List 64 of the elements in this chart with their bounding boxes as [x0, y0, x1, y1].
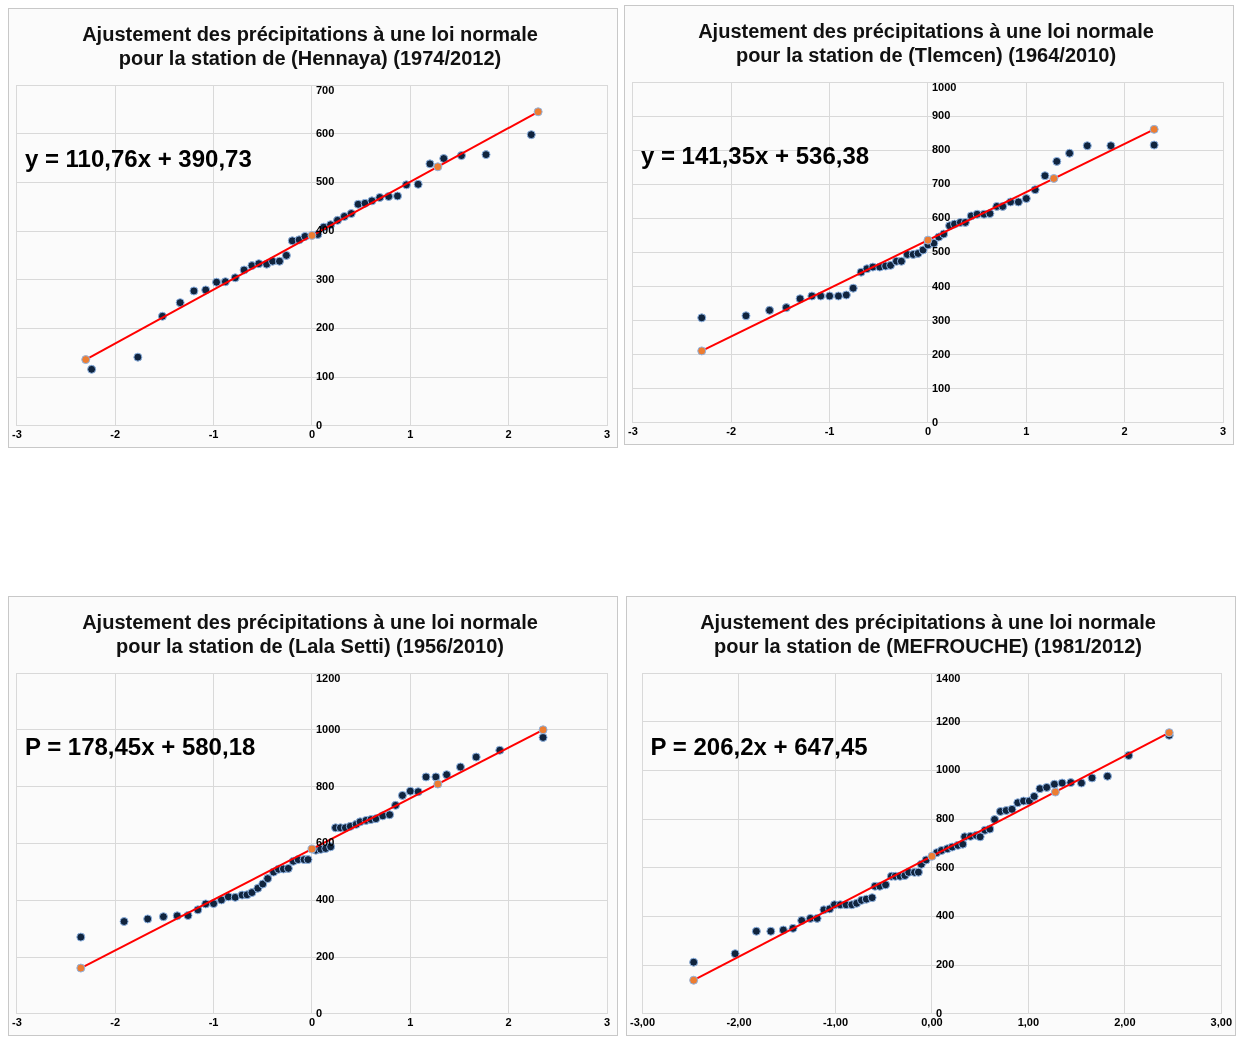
- x-tick-label: -1: [208, 428, 219, 441]
- x-tick-label: -2: [110, 1016, 121, 1029]
- x-tick-label: -1: [208, 1016, 219, 1029]
- y-tick-label: 500: [931, 245, 951, 258]
- y-tick-label: 200: [315, 321, 335, 334]
- y-tick-label: 300: [931, 313, 951, 326]
- x-tick-label: -1,00: [822, 1016, 848, 1029]
- y-tick-label: 0: [931, 415, 939, 428]
- y-tick-label: 200: [315, 950, 335, 963]
- y-tick-label: 1200: [935, 714, 961, 727]
- y-tick-label: 100: [931, 381, 951, 394]
- chart-title: Ajustement des précipitations à une loi normale pour la station de (Lala Setti) (1956/2010): [82, 610, 538, 657]
- annotation: P = 206,2x + 647,45: [650, 732, 868, 760]
- x-tick-label: 1,00: [1017, 1016, 1040, 1029]
- x-tick-label: -1: [824, 425, 835, 438]
- x-tick-label: -3,00: [630, 1016, 656, 1029]
- y-tick-label: 300: [315, 272, 335, 285]
- y-tick-label: 1000: [935, 763, 961, 776]
- x-tick-label: -3: [12, 1016, 22, 1029]
- annotation: P = 178,45x + 580,18: [24, 732, 256, 760]
- y-tick-label: 900: [931, 109, 951, 122]
- y-tick-label: 800: [931, 143, 951, 156]
- y-tick-label: 0: [935, 1006, 943, 1019]
- y-tick-label: 600: [935, 860, 955, 873]
- x-tick-label: 3: [1219, 425, 1227, 438]
- x-tick-label: 2: [505, 1016, 512, 1029]
- y-tick-label: 200: [931, 347, 951, 360]
- x-tick-label: 2: [1121, 425, 1128, 438]
- chart-title: Ajustement des précipitations à une loi normale pour la station de (Tlemcen) (1964/2010): [698, 19, 1154, 66]
- x-tick-label: 1: [1023, 425, 1030, 438]
- x-tick-label: -3: [628, 425, 638, 438]
- chart-title: Ajustement des précipitations à une loi normale pour la station de (Hennaya) (1974/2012): [82, 22, 538, 69]
- x-tick-label: 2,00: [1114, 1016, 1136, 1029]
- y-tick-label: 400: [931, 279, 951, 292]
- x-tick-label: 1: [407, 1016, 414, 1029]
- x-tick-label: 3: [603, 1016, 611, 1029]
- y-tick-label: 200: [935, 958, 955, 971]
- x-tick-label: 0,00: [921, 1016, 943, 1029]
- x-tick-label: 1: [407, 428, 414, 441]
- annotation: y = 141,35x + 536,38: [640, 141, 870, 169]
- y-tick-label: 0: [315, 1006, 323, 1019]
- y-tick-label: 600: [315, 126, 335, 139]
- y-tick-label: 1400: [935, 672, 961, 685]
- annotation: y = 110,76x + 390,73: [24, 144, 252, 172]
- x-tick-label: -3: [12, 428, 22, 441]
- x-tick-label: 3: [603, 428, 611, 441]
- x-tick-label: -2: [110, 428, 121, 441]
- x-tick-label: -2: [726, 425, 737, 438]
- chart-title: Ajustement des précipitations à une loi normale pour la station de (MEFROUCHE) (1981/2012): [700, 610, 1156, 657]
- y-tick-label: 400: [315, 893, 335, 906]
- y-tick-label: 1000: [931, 81, 957, 94]
- x-tick-label: -2,00: [726, 1016, 752, 1029]
- y-tick-label: 700: [315, 84, 335, 97]
- y-tick-label: 700: [931, 177, 951, 190]
- y-tick-label: 100: [315, 370, 335, 383]
- y-tick-label: 600: [931, 211, 951, 224]
- y-tick-label: 1000: [315, 722, 341, 735]
- x-tick-label: 3,00: [1210, 1016, 1233, 1029]
- y-tick-label: 800: [315, 779, 335, 792]
- y-tick-label: 1200: [315, 672, 341, 685]
- x-tick-label: 2: [505, 428, 512, 441]
- y-tick-label: 400: [935, 909, 955, 922]
- y-tick-label: 500: [315, 175, 335, 188]
- y-tick-label: 800: [935, 812, 955, 825]
